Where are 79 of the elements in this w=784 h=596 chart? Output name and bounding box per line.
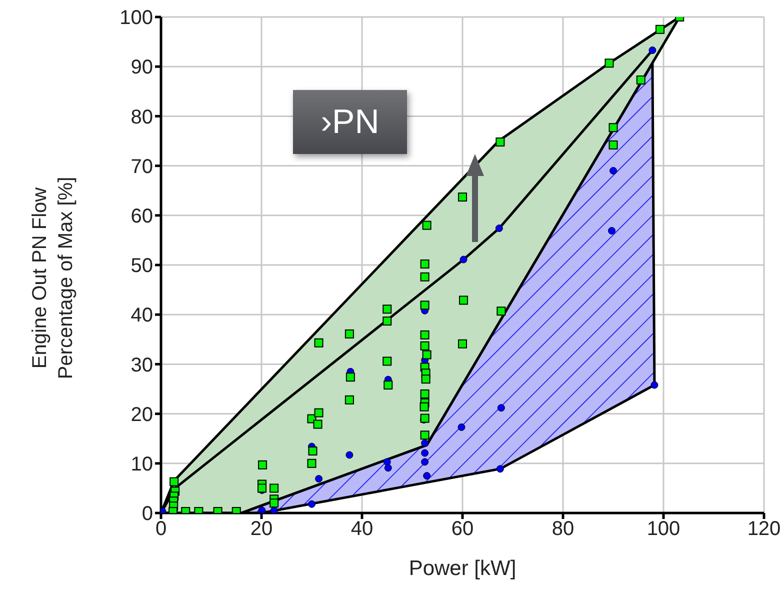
point xyxy=(170,477,179,486)
x-tick-label: 40 xyxy=(350,518,374,540)
point xyxy=(636,75,646,84)
point xyxy=(382,356,392,366)
point xyxy=(314,408,324,418)
y-tick-label: 100 xyxy=(120,7,153,30)
point xyxy=(421,449,429,457)
x-tick-label: 20 xyxy=(250,518,273,540)
point xyxy=(422,220,432,230)
point xyxy=(346,372,355,382)
point xyxy=(458,192,467,202)
point xyxy=(422,350,432,360)
point xyxy=(459,296,468,305)
point xyxy=(608,123,618,132)
x-tick-label: 100 xyxy=(646,518,680,540)
point xyxy=(655,24,664,34)
point xyxy=(458,339,467,348)
y-tick-label: 80 xyxy=(130,106,153,128)
point xyxy=(608,140,618,150)
point xyxy=(270,506,278,513)
point xyxy=(258,460,268,470)
point xyxy=(495,224,503,232)
x-tick-label: 60 xyxy=(451,518,474,540)
y-tick-label: 60 xyxy=(130,206,153,228)
point xyxy=(650,381,658,389)
point xyxy=(496,306,506,316)
point xyxy=(421,439,429,447)
point xyxy=(648,46,656,54)
point xyxy=(458,423,466,431)
y-tick-label: 70 xyxy=(130,156,153,178)
x-tick-label: 120 xyxy=(747,518,781,540)
point xyxy=(270,484,279,493)
point xyxy=(308,446,318,456)
point xyxy=(344,329,354,338)
point xyxy=(421,374,430,384)
point xyxy=(610,167,617,175)
y-tick-label: 10 xyxy=(130,454,153,476)
x-tick-label: 80 xyxy=(552,518,574,540)
point xyxy=(420,272,430,282)
point xyxy=(308,500,316,508)
point xyxy=(270,498,279,508)
annotation: ›PN xyxy=(293,90,407,154)
x-tick-label: 0 xyxy=(155,518,167,540)
point xyxy=(384,380,393,390)
point xyxy=(460,256,468,264)
point xyxy=(384,464,392,472)
y-tick-label: 40 xyxy=(130,304,153,327)
point xyxy=(497,404,505,412)
y-axis-title: Engine Out PN Flow Percentage of Max [%] xyxy=(28,176,78,382)
y-tick-label: 50 xyxy=(130,255,153,278)
y-tick-label: 0 xyxy=(142,503,153,526)
point xyxy=(420,389,430,398)
point xyxy=(420,330,430,340)
point xyxy=(496,137,505,146)
point xyxy=(382,316,392,326)
point xyxy=(420,402,429,412)
point xyxy=(420,414,430,423)
point xyxy=(313,420,322,429)
point xyxy=(420,341,430,350)
y-tick-label: 90 xyxy=(130,56,153,79)
point xyxy=(421,458,429,466)
y-tick-label: 30 xyxy=(130,354,153,376)
point xyxy=(258,484,267,493)
point xyxy=(346,451,354,459)
point xyxy=(608,227,616,235)
point xyxy=(258,506,266,513)
point xyxy=(420,260,430,269)
point xyxy=(420,430,430,440)
point xyxy=(315,475,323,483)
point xyxy=(382,304,392,314)
x-axis-title: Power [kW] xyxy=(408,557,516,580)
point xyxy=(496,465,504,473)
point xyxy=(604,58,614,68)
point xyxy=(307,458,316,468)
point xyxy=(420,300,430,310)
point xyxy=(423,472,431,480)
point xyxy=(314,338,324,348)
point xyxy=(344,395,354,404)
y-tick-label: 20 xyxy=(130,404,153,426)
